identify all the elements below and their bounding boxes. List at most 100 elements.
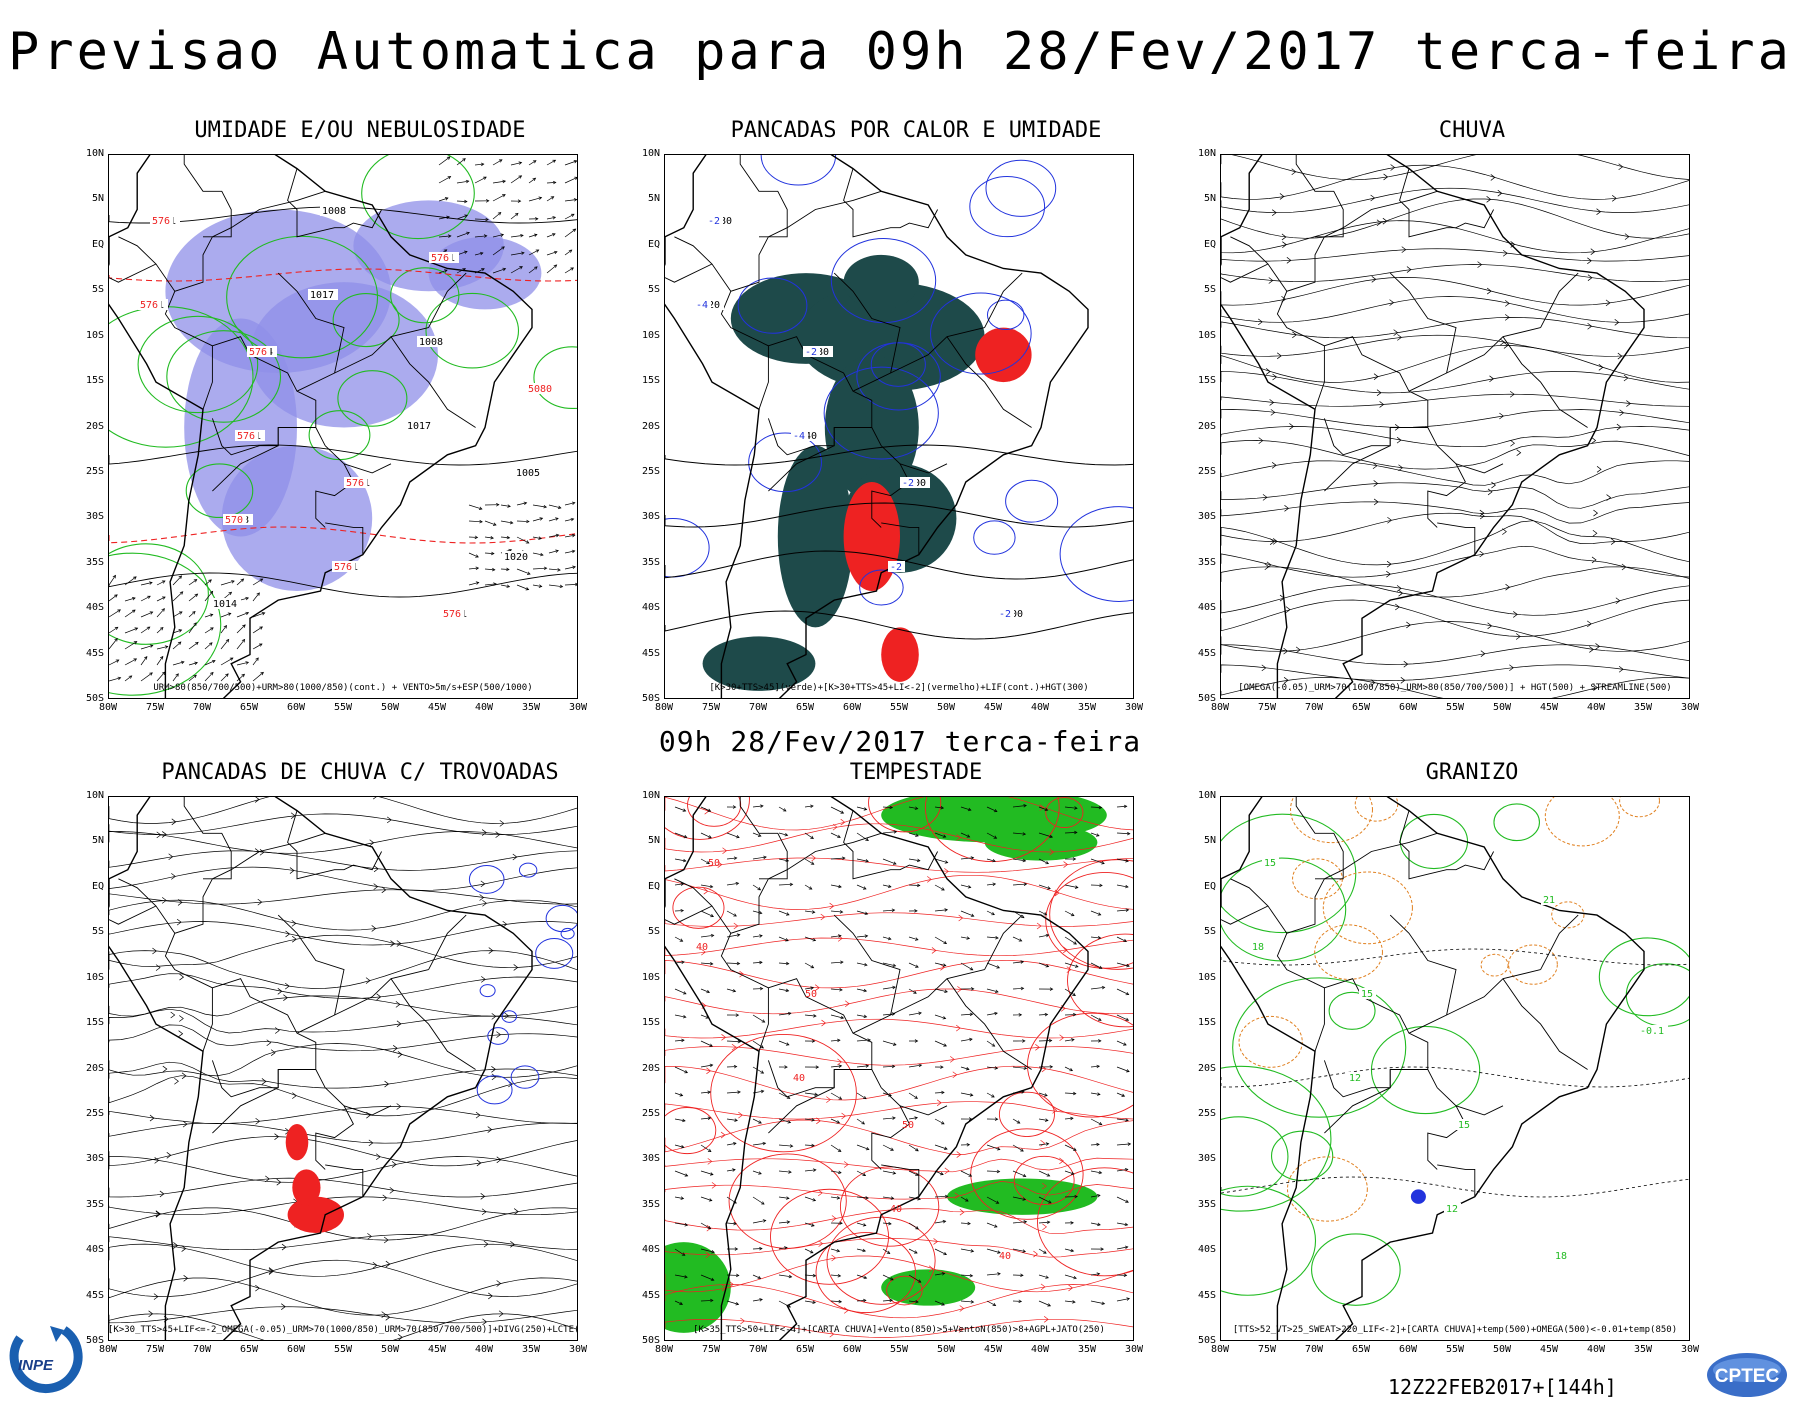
y-tick-label: EQ [1190, 239, 1216, 250]
y-tick-label: 15S [634, 1017, 660, 1028]
y-tick-label: 25S [634, 466, 660, 477]
map-chuva [1220, 154, 1690, 699]
panel-granizo: GRANIZO -6-6-6-9-9-91515151818121221-0.1… [1192, 760, 1752, 1400]
x-tick-label: 55W [326, 1344, 360, 1355]
x-tick-label: 55W [1438, 1344, 1472, 1355]
y-tick-label: 45S [78, 1290, 104, 1301]
contour-label: -4 [696, 300, 708, 311]
x-tick-label: 70W [1297, 1344, 1331, 1355]
y-tick-label: EQ [78, 239, 104, 250]
y-tick-label: 35S [1190, 557, 1216, 568]
contour-label: 1020 [504, 552, 528, 563]
y-tick-label: 10N [1190, 790, 1216, 801]
x-tick-label: 40W [1579, 1344, 1613, 1355]
x-tick-label: 75W [694, 702, 728, 713]
x-tick-label: 80W [91, 1344, 125, 1355]
x-tick-label: 50W [929, 1344, 963, 1355]
panel-caption: [K>30_TTS>45+LIF<=-2_OMEGA(-0.05)_URM>70… [108, 1325, 578, 1335]
x-tick-label: 70W [741, 1344, 775, 1355]
contour-label: 18 [1555, 1251, 1567, 1262]
y-tick-label: 40S [1190, 1244, 1216, 1255]
x-tick-label: 60W [279, 702, 313, 713]
x-tick-label: 35W [514, 702, 548, 713]
x-tick-label: 80W [91, 702, 125, 713]
x-tick-label: 40W [1579, 702, 1613, 713]
contour-label: -2 [805, 347, 817, 358]
y-tick-label: 5N [1190, 835, 1216, 846]
panel-umidade: UMIDADE E/OU NEBULOSIDADE 10111014101110… [80, 118, 640, 758]
y-tick-label: 45S [634, 1290, 660, 1301]
y-tick-label: 20S [78, 421, 104, 432]
main-title: Previsao Automatica para 09h 28/Fev/2017… [0, 22, 1800, 82]
x-tick-label: 70W [185, 1344, 219, 1355]
x-tick-label: 60W [279, 1344, 313, 1355]
x-tick-label: 60W [835, 1344, 869, 1355]
x-tick-label: 30W [1117, 702, 1151, 713]
y-tick-label: 10S [634, 972, 660, 983]
contour-label: 1008 [322, 206, 346, 217]
cptec-logo-text: CPTEC [1715, 1366, 1780, 1387]
x-tick-label: 75W [1250, 702, 1284, 713]
y-tick-label: 5S [634, 284, 660, 295]
x-tick-label: 30W [1117, 1344, 1151, 1355]
x-tick-label: 35W [514, 1344, 548, 1355]
contour-label: -0.1 [1640, 1026, 1664, 1037]
x-tick-label: 75W [1250, 1344, 1284, 1355]
y-tick-label: 30S [1190, 1153, 1216, 1164]
x-tick-label: 70W [741, 702, 775, 713]
contour-label: 576 [443, 609, 461, 620]
x-tick-label: 50W [929, 702, 963, 713]
y-tick-label: 5S [1190, 284, 1216, 295]
x-tick-label: 50W [1485, 1344, 1519, 1355]
x-tick-label: 40W [1023, 1344, 1057, 1355]
x-tick-label: 65W [788, 702, 822, 713]
y-tick-label: 10S [1190, 330, 1216, 341]
y-tick-label: 40S [634, 1244, 660, 1255]
y-tick-label: EQ [78, 881, 104, 892]
contour-label: 1005 [516, 468, 540, 479]
y-tick-label: 20S [634, 421, 660, 432]
contour-label: 50 [708, 858, 720, 869]
y-tick-label: 15S [634, 375, 660, 386]
contour-label: -2 [902, 478, 914, 489]
x-tick-label: 80W [1203, 1344, 1237, 1355]
x-tick-label: 60W [1391, 702, 1425, 713]
panel-trovoadas: PANCADAS DE CHUVA C/ TROVOADAS [K>30_TTS… [80, 760, 640, 1400]
y-tick-label: 10N [1190, 148, 1216, 159]
x-tick-label: 75W [138, 1344, 172, 1355]
contour-label: 576 [346, 478, 364, 489]
x-tick-label: 45W [420, 1344, 454, 1355]
contour-label: 50 [902, 1120, 914, 1131]
y-tick-label: 35S [634, 1199, 660, 1210]
contour-label: 12 [1446, 1204, 1458, 1215]
y-tick-label: 5N [634, 835, 660, 846]
y-tick-label: 10S [634, 330, 660, 341]
panel-title: GRANIZO [1192, 760, 1752, 785]
y-tick-label: 5S [1190, 926, 1216, 937]
run-timestamp: 12Z22FEB2017+[144h] [1388, 1375, 1617, 1399]
contour-label: 15 [1361, 989, 1373, 1000]
y-tick-label: 15S [1190, 375, 1216, 386]
y-tick-label: EQ [634, 239, 660, 250]
y-tick-label: 20S [78, 1063, 104, 1074]
x-tick-label: 45W [1532, 1344, 1566, 1355]
y-tick-label: 10S [78, 330, 104, 341]
panel-title: PANCADAS POR CALOR E UMIDADE [636, 118, 1196, 143]
contour-label: 5080 [528, 384, 552, 395]
x-tick-label: 65W [232, 702, 266, 713]
x-tick-label: 45W [976, 702, 1010, 713]
map-granizo: -6-6-6-9-9-91515151818121221-0.1 [1220, 796, 1690, 1341]
contour-label: 15 [1264, 858, 1276, 869]
panel-caption: [K>30+TTS>45](verde)+[K>30+TTS>45+LI<-2]… [664, 683, 1134, 693]
contour-label: 1008 [419, 337, 443, 348]
y-tick-label: 40S [634, 602, 660, 613]
y-tick-label: 30S [1190, 511, 1216, 522]
y-tick-label: 10N [634, 790, 660, 801]
contour-label: 1014 [213, 599, 237, 610]
contour-label: -2 [999, 609, 1011, 620]
x-tick-label: 55W [882, 702, 916, 713]
x-tick-label: 80W [647, 1344, 681, 1355]
y-tick-label: 25S [1190, 466, 1216, 477]
x-tick-label: 75W [138, 702, 172, 713]
y-tick-label: 45S [1190, 648, 1216, 659]
